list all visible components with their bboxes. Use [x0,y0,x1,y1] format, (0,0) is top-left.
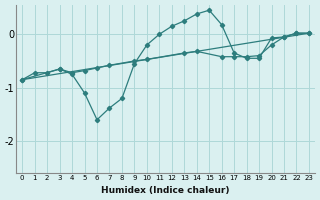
X-axis label: Humidex (Indice chaleur): Humidex (Indice chaleur) [101,186,230,195]
